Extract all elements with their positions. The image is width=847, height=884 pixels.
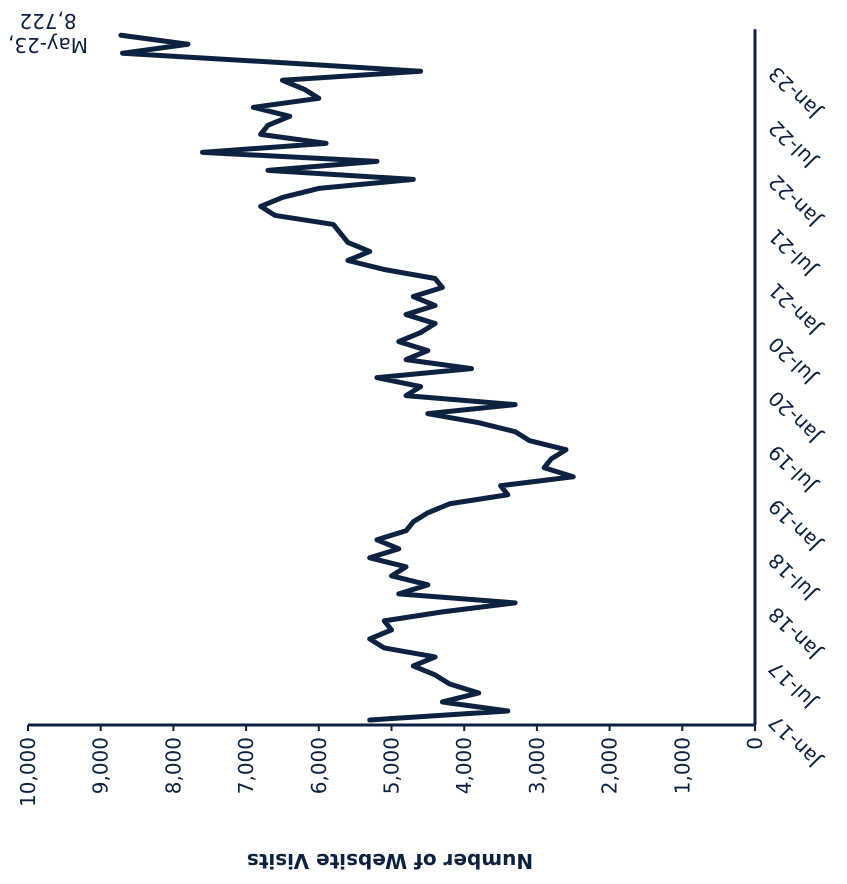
y-tick-label: 3,000 xyxy=(525,737,549,794)
y-tick-label: 8,000 xyxy=(161,737,185,794)
y-tick-label: 10,000 xyxy=(16,737,40,807)
y-tick-label: 5,000 xyxy=(380,737,404,794)
x-tick-label: Jan-18 xyxy=(764,602,827,665)
x-tick-label: Jan-23 xyxy=(764,62,827,125)
x-tick-label: Jan-20 xyxy=(764,386,827,449)
x-tick-label: Jan-19 xyxy=(764,494,827,557)
y-tick-label: 1,000 xyxy=(670,737,694,794)
x-tick-label: Jul-19 xyxy=(764,440,823,499)
x-tick-label: Jan-21 xyxy=(764,278,827,341)
y-tick-label: 4,000 xyxy=(452,737,476,794)
annotation: May-23, xyxy=(8,33,88,57)
y-tick-label: 0 xyxy=(743,737,767,750)
x-tick-label: Jan-17 xyxy=(764,710,827,773)
y-tick-label: 7,000 xyxy=(234,737,258,794)
x-tick-label: Jul-18 xyxy=(764,548,823,607)
x-tick-label: Jul-20 xyxy=(764,332,823,391)
y-axis-title: Number of Website Visits xyxy=(247,849,533,873)
x-tick-label: Jul-17 xyxy=(764,656,823,715)
y-tick-label: 9,000 xyxy=(89,737,113,794)
line-series xyxy=(118,32,576,723)
x-tick-label: Jul-22 xyxy=(764,116,823,175)
x-tick-label: Jan-22 xyxy=(764,170,827,233)
y-tick-label: 2,000 xyxy=(598,737,622,794)
x-tick-label: Jul-21 xyxy=(764,224,823,283)
annotation: 8,722 xyxy=(19,9,76,33)
y-tick-label: 6,000 xyxy=(307,737,331,794)
